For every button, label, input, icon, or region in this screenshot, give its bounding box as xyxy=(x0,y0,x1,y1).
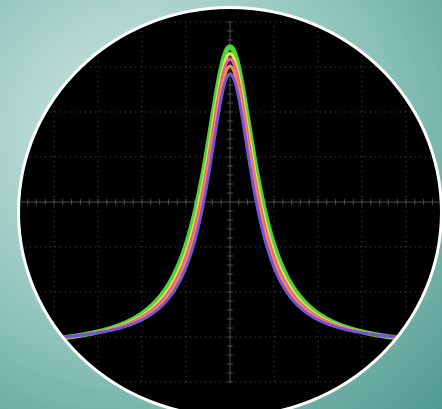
graticule xyxy=(20,21,440,383)
waveform-traces xyxy=(20,44,440,345)
waveform-plot xyxy=(20,21,440,383)
series-line-5 xyxy=(20,72,440,342)
